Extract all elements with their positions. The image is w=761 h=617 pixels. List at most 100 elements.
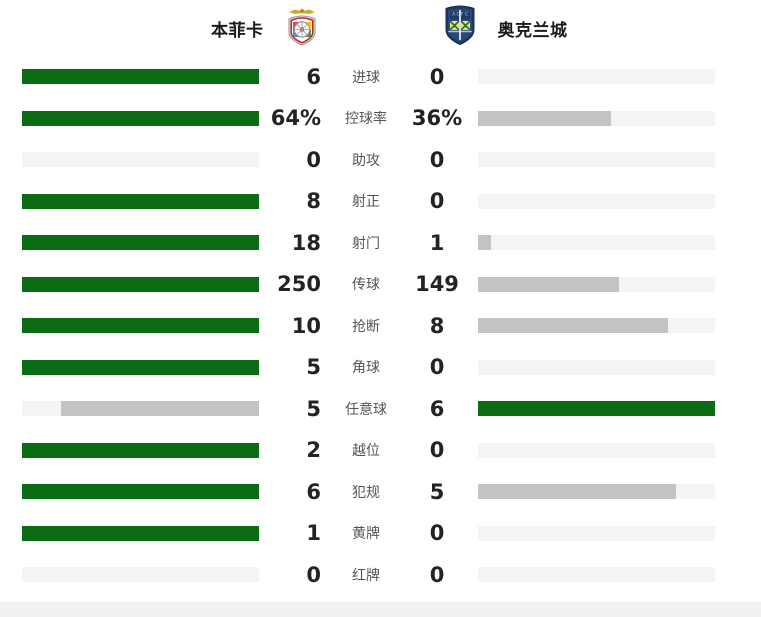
home-bar-track [22, 567, 259, 583]
away-bar-track [478, 276, 715, 292]
away-bar-track [478, 318, 715, 334]
stat-row: 1 黄牌 0 [0, 513, 761, 555]
home-bar-fill [22, 359, 259, 375]
home-stat-value: 0 [306, 147, 321, 172]
home-bar-fill [61, 401, 259, 417]
away-bar-fill [478, 318, 668, 334]
stat-row: 10 抢断 8 [0, 305, 761, 347]
home-stat-value: 5 [306, 355, 321, 380]
stat-label: 黄牌 [352, 526, 380, 543]
home-bar-track [22, 235, 259, 251]
home-bar-fill [22, 69, 259, 85]
away-stat-value: 1 [429, 230, 445, 255]
home-team-block: 本菲卡 [15, 6, 322, 50]
away-bar-track [478, 152, 715, 168]
away-bar-fill [478, 110, 611, 126]
stats-rows-container: 6 进球 0 64% 控球率 36% 0 助攻 0 8 射正 0 18 射门 1 250 传球 149 10 抢断 8 5… [0, 56, 761, 596]
home-stat-value: 6 [306, 64, 321, 89]
away-bar-fill [478, 484, 676, 500]
benfica-crest-icon [282, 3, 322, 47]
away-stat-value: 0 [429, 189, 445, 214]
stat-label: 红牌 [352, 567, 380, 584]
svg-text:A C F C: A C F C [452, 12, 468, 18]
home-bar-fill [22, 442, 259, 458]
stat-row: 5 角球 0 [0, 347, 761, 389]
away-stat-value: 36% [411, 106, 463, 131]
stat-label: 越位 [352, 443, 380, 460]
home-bar-fill [22, 193, 259, 209]
away-bar-track [478, 193, 715, 209]
away-stat-value: 0 [429, 147, 445, 172]
stat-label: 射门 [352, 235, 380, 252]
home-stat-value: 8 [306, 189, 321, 214]
stat-label: 抢断 [352, 318, 380, 335]
away-bar-fill [478, 401, 715, 417]
home-team-name: 本菲卡 [211, 20, 264, 41]
stat-row: 6 进球 0 [0, 56, 761, 98]
home-bar-track [22, 401, 259, 417]
away-bar-track [478, 484, 715, 500]
home-bar-track [22, 152, 259, 168]
home-bar-track [22, 69, 259, 85]
away-stat-value: 0 [429, 438, 445, 463]
away-bar-track [478, 359, 715, 375]
auckland-city-crest-icon: A C F C [440, 3, 480, 47]
away-stat-value: 0 [429, 64, 445, 89]
away-stat-value: 0 [429, 355, 445, 380]
home-bar-track [22, 525, 259, 541]
away-bar-fill [478, 276, 619, 292]
stat-row: 6 犯规 5 [0, 471, 761, 513]
home-bar-track [22, 442, 259, 458]
away-bar-track [478, 110, 715, 126]
home-stat-value: 2 [306, 438, 321, 463]
home-bar-track [22, 193, 259, 209]
home-bar-track [22, 359, 259, 375]
home-bar-fill [22, 110, 259, 126]
stat-row: 18 射门 1 [0, 222, 761, 264]
stat-label: 进球 [352, 69, 380, 86]
away-bar-track [478, 401, 715, 417]
away-team-block: A C F C 奥克兰城 [440, 3, 747, 50]
stat-row: 0 助攻 0 [0, 139, 761, 181]
stat-label: 射正 [352, 194, 380, 211]
home-bar-track [22, 318, 259, 334]
stat-row: 2 越位 0 [0, 430, 761, 472]
stat-row: 0 红牌 0 [0, 554, 761, 596]
away-stat-value: 0 [429, 521, 445, 546]
stat-label: 助攻 [352, 152, 380, 169]
home-bar-track [22, 276, 259, 292]
away-stat-value: 149 [415, 272, 459, 297]
stat-row: 5 任意球 6 [0, 388, 761, 430]
home-bar-fill [22, 318, 259, 334]
home-bar-track [22, 484, 259, 500]
stat-label: 角球 [352, 360, 380, 377]
home-stat-value: 10 [291, 313, 321, 338]
away-bar-track [478, 442, 715, 458]
stat-label: 控球率 [345, 111, 387, 128]
stat-label: 传球 [352, 277, 380, 294]
home-bar-fill [22, 235, 259, 251]
home-stat-value: 250 [277, 272, 321, 297]
home-bar-fill [22, 276, 259, 292]
home-stat-value: 6 [306, 479, 321, 504]
home-bar-fill [22, 484, 259, 500]
home-stat-value: 1 [306, 521, 321, 546]
away-bar-fill [478, 235, 491, 251]
footer-strip [0, 602, 761, 617]
away-bar-track [478, 235, 715, 251]
home-stat-value: 0 [306, 562, 321, 587]
home-bar-track [22, 110, 259, 126]
away-stat-value: 0 [429, 562, 445, 587]
stat-label: 犯规 [352, 484, 380, 501]
away-team-name: 奥克兰城 [497, 20, 568, 41]
away-bar-track [478, 69, 715, 85]
stat-row: 8 射正 0 [0, 181, 761, 223]
stat-label: 任意球 [345, 401, 387, 418]
away-bar-track [478, 567, 715, 583]
away-stat-value: 5 [429, 479, 445, 504]
home-stat-value: 64% [270, 106, 321, 131]
away-bar-track [478, 525, 715, 541]
stat-row: 64% 控球率 36% [0, 98, 761, 140]
stats-header: 本菲卡 [0, 0, 761, 56]
home-bar-fill [22, 525, 259, 541]
